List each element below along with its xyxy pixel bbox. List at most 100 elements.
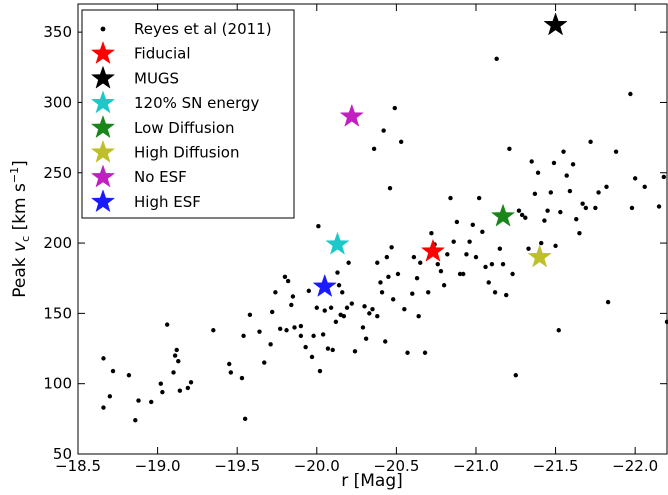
x-tick-label: −22.0	[612, 457, 658, 475]
data-point	[642, 184, 647, 190]
data-point	[325, 346, 331, 351]
data-point	[551, 160, 557, 166]
legend-marker-dot	[100, 26, 106, 32]
data-point	[451, 239, 456, 244]
data-point	[379, 290, 385, 295]
data-point	[504, 292, 509, 298]
data-point	[529, 159, 534, 164]
data-point	[322, 308, 327, 313]
legend-label: High ESF	[134, 193, 201, 211]
data-point	[381, 128, 386, 133]
data-point	[362, 304, 367, 309]
data-point	[577, 231, 582, 236]
data-point	[383, 339, 388, 344]
data-point	[242, 416, 248, 422]
data-point	[367, 311, 372, 316]
data-point	[457, 271, 463, 277]
data-point	[402, 306, 407, 312]
data-point	[497, 246, 503, 251]
star-marker-5	[527, 244, 552, 268]
data-point	[473, 254, 479, 260]
data-point	[273, 290, 278, 295]
data-point	[292, 325, 297, 330]
data-point	[149, 399, 154, 405]
x-tick-label: −19.0	[135, 457, 181, 475]
data-point	[176, 358, 181, 364]
data-point	[133, 418, 138, 423]
data-point	[188, 380, 194, 385]
data-point	[553, 243, 558, 249]
data-point	[330, 347, 335, 353]
x-tick-label: −20.0	[294, 457, 340, 475]
data-point	[352, 349, 358, 354]
data-point	[375, 260, 380, 265]
data-point	[101, 356, 106, 361]
data-point	[320, 332, 326, 337]
data-point	[395, 271, 401, 277]
data-point	[507, 146, 512, 152]
legend-marker-star	[90, 164, 116, 188]
data-point	[311, 333, 316, 339]
data-point	[414, 276, 420, 281]
data-point	[411, 254, 417, 260]
data-point	[306, 288, 312, 294]
data-point	[107, 394, 113, 399]
data-point	[270, 309, 275, 315]
legend-marker-star	[90, 65, 116, 89]
data-point	[346, 260, 351, 265]
y-tick-label: 300	[43, 93, 72, 111]
legend-label: 120% SN energy	[134, 94, 260, 112]
data-point	[101, 405, 106, 410]
data-point	[160, 389, 165, 395]
data-point	[556, 328, 561, 333]
data-point	[539, 240, 544, 246]
y-tick-label: 200	[43, 234, 72, 252]
data-point	[526, 246, 531, 251]
data-point	[604, 184, 609, 190]
legend-label: Fiducial	[134, 45, 191, 63]
data-point	[277, 326, 283, 332]
data-point	[177, 388, 183, 393]
data-point	[158, 381, 163, 386]
data-point	[298, 333, 304, 339]
data-point	[516, 208, 522, 213]
star-marker-7	[312, 273, 337, 297]
x-axis-title: r [Mag]	[341, 471, 403, 491]
data-point	[500, 261, 506, 267]
data-point	[542, 218, 547, 223]
data-point	[211, 328, 216, 333]
data-point	[185, 385, 191, 391]
y-axis-title: Peak vc [km s−1]	[8, 160, 32, 297]
data-point	[333, 319, 339, 325]
data-point	[561, 149, 566, 154]
data-point	[470, 222, 475, 227]
data-point	[268, 342, 273, 347]
data-point	[309, 354, 315, 360]
data-point	[285, 278, 291, 284]
legend-marker-star	[90, 40, 116, 65]
data-point	[661, 174, 667, 180]
data-point	[429, 231, 434, 236]
data-point	[435, 261, 440, 267]
data-point	[228, 370, 234, 375]
data-point	[567, 188, 573, 194]
data-point	[418, 260, 423, 265]
legend-label: MUGS	[134, 69, 179, 87]
legend-box	[81, 9, 295, 219]
star-marker-3	[325, 231, 350, 255]
star-marker-2	[543, 12, 568, 36]
x-tick-label: −20.5	[373, 457, 419, 475]
data-point	[378, 280, 383, 285]
data-point	[564, 173, 569, 178]
data-point	[349, 301, 355, 306]
data-point	[535, 170, 541, 175]
data-point	[314, 305, 319, 310]
data-point	[664, 319, 668, 325]
data-point	[282, 274, 288, 280]
y-tick-label: 350	[43, 23, 72, 41]
legend-marker-star	[90, 90, 116, 114]
data-point	[441, 283, 447, 288]
axis-tick-labels: −18.5 −19.0 −19.5 −20.0 −20.5 −21.0 −21.5 −22.0…	[43, 23, 658, 475]
legend: Reyes et al (2011) Fiducial MUGS 120% SN en…	[81, 9, 295, 219]
data-point	[392, 105, 397, 111]
